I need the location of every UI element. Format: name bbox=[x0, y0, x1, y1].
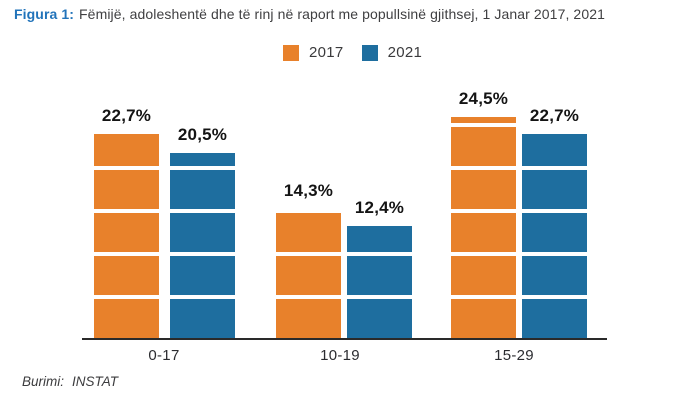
x-axis-label-15-29: 15-29 bbox=[494, 347, 534, 364]
x-axis-label-0-17: 0-17 bbox=[148, 347, 180, 364]
bar-2017-0-17: 22,7% bbox=[94, 106, 159, 338]
legend-swatch-2021 bbox=[361, 44, 378, 61]
legend-swatch-2017 bbox=[283, 44, 299, 61]
legend-label-2017: 2017 bbox=[309, 44, 344, 61]
x-axis-line bbox=[82, 338, 607, 340]
bar-fill bbox=[347, 226, 412, 338]
bar-fill bbox=[451, 117, 516, 338]
value-label: 12,4% bbox=[354, 198, 405, 217]
figure-caption: Fëmijë, adoleshentë dhe të rinj në rapor… bbox=[79, 6, 605, 22]
figure-number-label: Figura 1: bbox=[14, 6, 75, 22]
value-label: 22,7% bbox=[101, 106, 152, 125]
source-value: INSTAT bbox=[72, 374, 119, 389]
value-label: 22,7% bbox=[529, 106, 580, 125]
legend-label-2021: 2021 bbox=[387, 44, 423, 61]
bar-2021-0-17: 20,5% bbox=[170, 125, 235, 338]
bar-fill bbox=[522, 134, 587, 338]
x-axis-label-10-19: 10-19 bbox=[320, 347, 360, 364]
bar-2021-10-19: 12,4% bbox=[347, 198, 412, 338]
source-label: Burimi: bbox=[22, 374, 65, 389]
legend-item-2017: 2017 bbox=[283, 44, 344, 61]
bar-fill bbox=[170, 153, 235, 338]
legend-item-2021: 2021 bbox=[361, 44, 423, 61]
value-label: 20,5% bbox=[177, 125, 228, 144]
bar-fill bbox=[94, 134, 159, 338]
figure-title: Figura 1: Fëmijë, adoleshentë dhe të rinj… bbox=[14, 5, 605, 24]
bar-2017-15-29: 24,5% bbox=[451, 89, 516, 338]
bar-2017-10-19: 14,3% bbox=[276, 181, 341, 338]
source-note: Burimi: INSTAT bbox=[22, 374, 118, 389]
bar-fill bbox=[276, 209, 341, 338]
value-label: 24,5% bbox=[458, 89, 509, 108]
value-label: 14,3% bbox=[283, 181, 334, 200]
bar-2021-15-29: 22,7% bbox=[522, 106, 587, 338]
chart-legend: 2017 2021 bbox=[283, 44, 422, 61]
